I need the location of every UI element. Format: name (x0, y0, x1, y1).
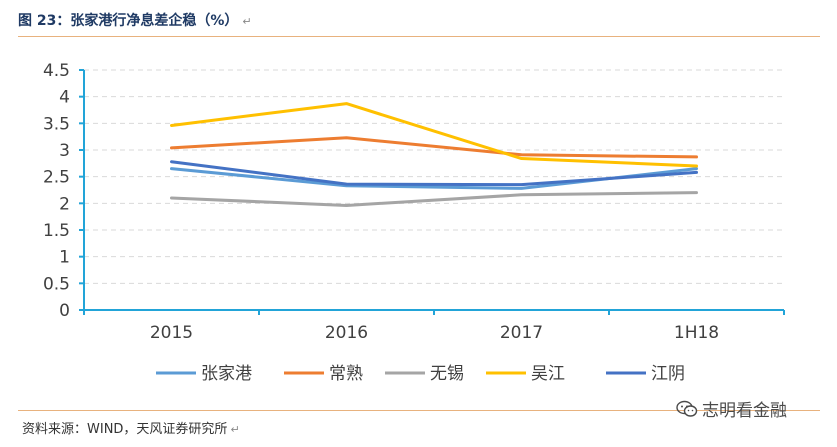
y-tick-label: 0 (59, 301, 70, 321)
wechat-icon (676, 400, 698, 417)
x-tick-label: 2016 (325, 323, 368, 343)
legend-label: 张家港 (201, 364, 252, 384)
x-tick-label: 2015 (150, 323, 193, 343)
source-note: 资料来源：WIND，天风证券研究所 ↵ (22, 418, 240, 437)
y-tick-label: 1.5 (43, 221, 70, 241)
legend-label: 无锡 (430, 364, 464, 384)
series-line-1 (170, 136, 698, 159)
y-tick-label: 0.5 (43, 274, 70, 294)
x-tick-label: 2017 (500, 323, 543, 343)
source-text: 资料来源：WIND，天风证券研究所 (22, 422, 228, 437)
y-tick-label: 2.5 (43, 168, 70, 188)
legend-label: 江阴 (651, 364, 685, 384)
watermark-text: 志明看金融 (702, 401, 787, 421)
top-divider (18, 36, 820, 37)
series-line-4 (170, 160, 698, 187)
y-tick-label: 2 (59, 194, 70, 214)
y-tick-label: 4.5 (43, 61, 70, 81)
source-return-mark: ↵ (230, 423, 240, 436)
return-mark: ↵ (242, 15, 252, 28)
series-line-3 (170, 102, 698, 168)
legend-label: 吴江 (531, 364, 565, 384)
legend-label: 常熟 (329, 363, 363, 384)
y-tick-label: 4 (59, 88, 70, 108)
y-tick-label: 3.5 (43, 114, 70, 134)
y-tick-label: 1 (59, 248, 70, 268)
figure-title: 图 23：张家港行净息差企稳（%） ↵ (18, 10, 252, 30)
bottom-divider (18, 410, 820, 411)
series-line-2 (170, 191, 698, 207)
y-tick-label: 3 (59, 141, 70, 161)
figure-title-text: 图 23：张家港行净息差企稳（%） (18, 13, 239, 29)
watermark: 志明看金融 (676, 396, 787, 421)
x-tick-label: 1H18 (674, 323, 719, 343)
